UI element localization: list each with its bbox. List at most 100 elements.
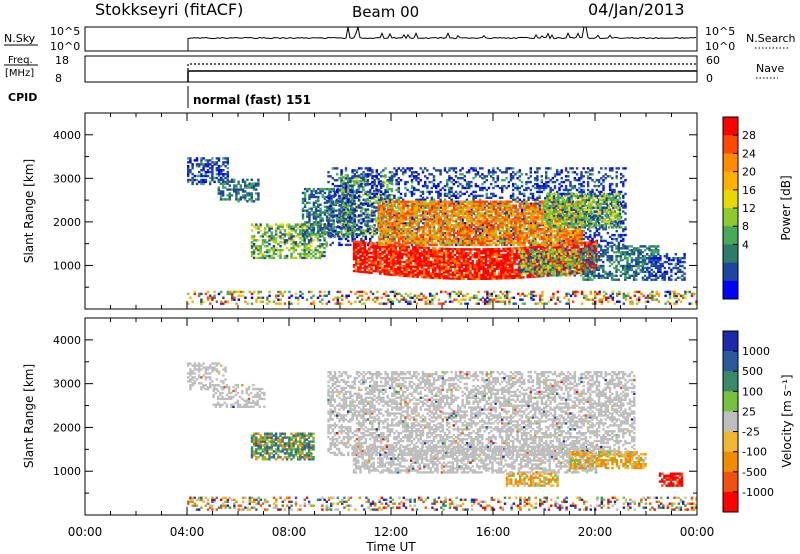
power-cell bbox=[381, 268, 384, 272]
power-cell bbox=[195, 178, 199, 182]
power-cell bbox=[602, 180, 605, 184]
power-cell bbox=[468, 169, 471, 172]
power-cell bbox=[597, 243, 601, 247]
power-cell bbox=[476, 184, 480, 188]
power-cell bbox=[338, 235, 341, 239]
power-cell bbox=[467, 269, 470, 273]
power-cell bbox=[368, 247, 371, 251]
power-cell bbox=[394, 264, 397, 267]
power-cell bbox=[415, 171, 418, 174]
power-cell bbox=[336, 179, 339, 182]
power-cell bbox=[489, 275, 492, 278]
power-cell bbox=[353, 175, 356, 178]
power-cell bbox=[580, 237, 583, 241]
power-cell bbox=[468, 224, 471, 227]
power-cell bbox=[382, 235, 385, 239]
power-cell bbox=[355, 207, 358, 210]
power-cell bbox=[377, 173, 381, 176]
power-cell bbox=[559, 247, 562, 251]
power-cell bbox=[206, 174, 210, 178]
power-cell bbox=[413, 171, 416, 174]
power-cell bbox=[329, 214, 332, 217]
power-cell bbox=[380, 222, 383, 225]
power-cell bbox=[409, 267, 413, 270]
power-cell bbox=[395, 169, 398, 172]
power-cell bbox=[400, 222, 403, 225]
power-cell bbox=[564, 167, 568, 170]
power-cell bbox=[503, 179, 506, 182]
power-cell bbox=[474, 235, 477, 239]
power-cell bbox=[307, 254, 311, 258]
power-cell bbox=[622, 243, 625, 247]
power-cell bbox=[200, 178, 203, 182]
power-cell bbox=[342, 206, 345, 209]
power-cell bbox=[375, 184, 378, 188]
power-cell bbox=[376, 256, 380, 259]
power-cell bbox=[450, 188, 453, 192]
power-cell bbox=[497, 263, 501, 266]
power-cell bbox=[509, 175, 513, 178]
cpid-value: normal (fast) 151 bbox=[193, 93, 311, 107]
power-cell bbox=[542, 182, 546, 186]
power-cell bbox=[395, 216, 399, 219]
power-cell bbox=[357, 262, 360, 265]
power-cell bbox=[586, 253, 589, 256]
power-cell bbox=[382, 243, 385, 247]
power-cell bbox=[365, 265, 369, 268]
power-cell bbox=[314, 199, 318, 203]
power-cell bbox=[451, 255, 455, 259]
power-cell bbox=[546, 245, 549, 248]
power-cell bbox=[546, 247, 549, 250]
power-cell bbox=[440, 249, 444, 252]
power-cell bbox=[398, 250, 402, 254]
power-cell bbox=[369, 190, 372, 194]
power-cell bbox=[447, 275, 450, 278]
power-cell bbox=[445, 271, 448, 274]
power-cell bbox=[502, 263, 505, 266]
power-cell bbox=[329, 231, 332, 235]
power-cell bbox=[270, 233, 273, 236]
power-cell bbox=[263, 229, 267, 232]
power-cell bbox=[407, 245, 411, 248]
power-cell bbox=[410, 229, 414, 233]
power-cell bbox=[381, 262, 384, 266]
power-cell bbox=[465, 180, 469, 184]
power-cell bbox=[495, 255, 499, 259]
power-cell bbox=[470, 239, 473, 243]
power-cell bbox=[403, 266, 406, 270]
power-cell bbox=[372, 260, 375, 263]
power-cell bbox=[515, 256, 518, 260]
power-cell bbox=[426, 186, 429, 190]
power-cell bbox=[429, 264, 433, 267]
power-cell bbox=[474, 229, 477, 233]
power-cell bbox=[204, 172, 207, 176]
power-cell bbox=[608, 241, 612, 245]
power-cell bbox=[373, 214, 376, 217]
power-cell bbox=[307, 250, 311, 254]
power-cell bbox=[390, 248, 393, 251]
power-cell bbox=[299, 233, 302, 236]
power-cell bbox=[382, 231, 385, 235]
power-cell bbox=[355, 228, 359, 231]
power-cell bbox=[417, 198, 420, 201]
power-cell bbox=[489, 250, 492, 253]
power-cell bbox=[459, 177, 462, 180]
power-cell bbox=[327, 175, 330, 178]
power-cell bbox=[471, 263, 474, 267]
power-cell bbox=[294, 229, 298, 232]
power-cell bbox=[478, 260, 481, 263]
power-cell bbox=[338, 241, 341, 245]
power-cell bbox=[209, 167, 212, 170]
power-cell bbox=[380, 218, 383, 221]
power-cell bbox=[439, 169, 442, 172]
power-cell bbox=[292, 246, 295, 250]
power-cell bbox=[434, 266, 437, 270]
power-cell bbox=[366, 243, 370, 247]
power-cell bbox=[387, 271, 391, 274]
power-cell bbox=[446, 180, 449, 184]
power-cell bbox=[408, 190, 411, 194]
power-cell bbox=[428, 192, 431, 196]
power-cell bbox=[570, 264, 573, 267]
power-cell bbox=[421, 169, 425, 172]
power-cell bbox=[404, 194, 407, 198]
